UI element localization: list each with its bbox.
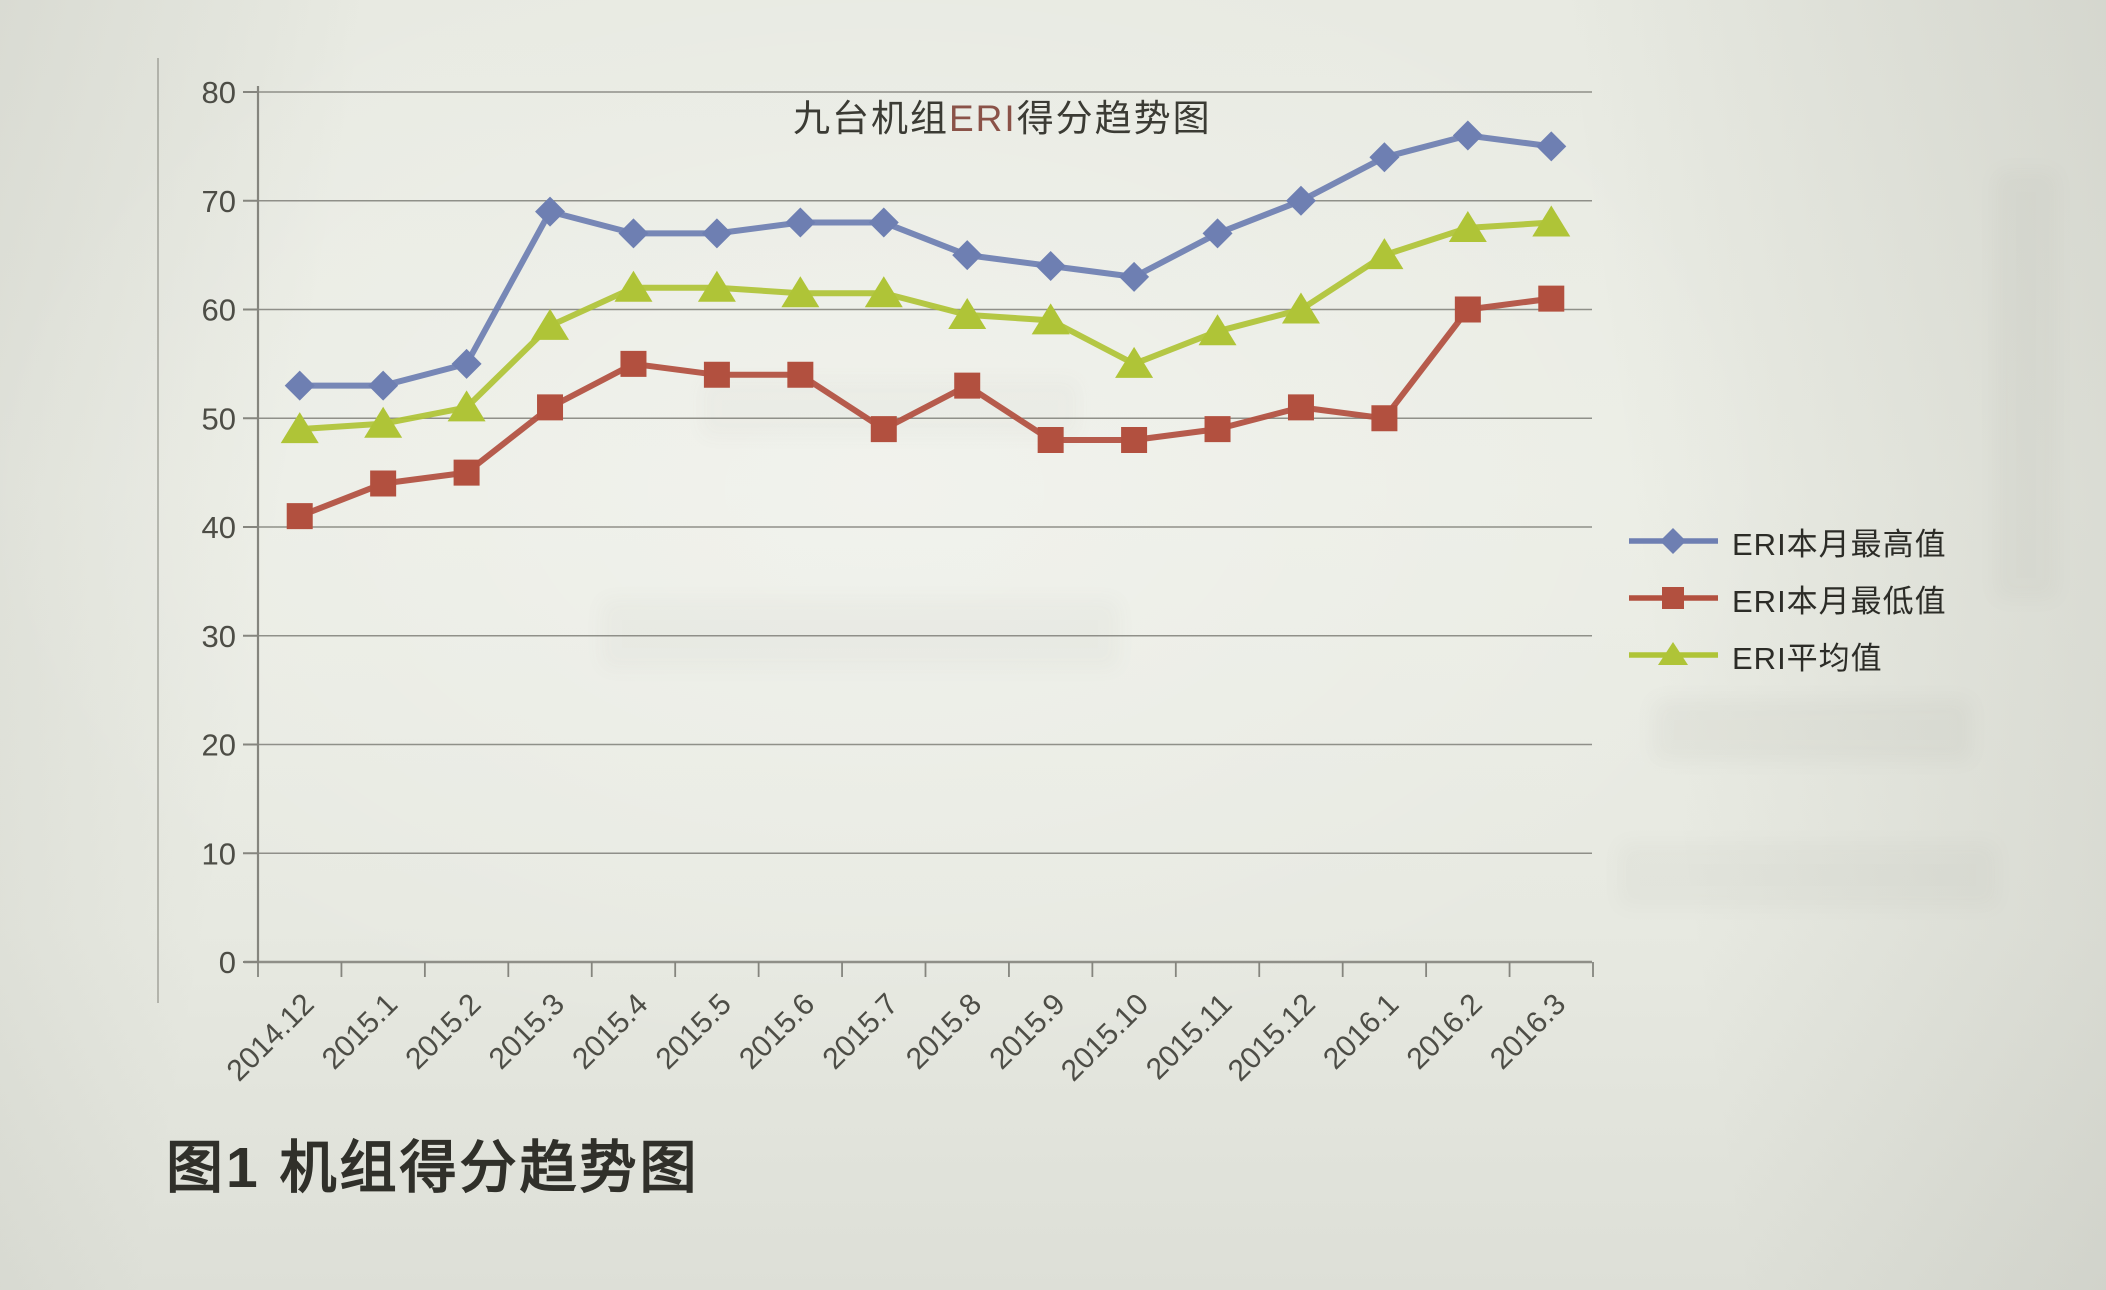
x-tick-label: 2015.6 — [733, 988, 821, 1076]
x-tick-label: 2015.2 — [399, 988, 487, 1076]
chart-legend: ERI本月最高值 ERI本月最低值 ERI平均值 — [1626, 521, 1947, 692]
chart-title-suffix: 得分趋势图 — [1016, 98, 1212, 139]
page-bleedthrough-smudge — [1652, 698, 1972, 762]
y-tick-label: 40 — [202, 510, 236, 545]
y-tick-label: 10 — [202, 836, 236, 871]
legend-label-max: ERI本月最高值 — [1732, 526, 1947, 562]
legend-label-avg: ERI平均值 — [1732, 640, 1883, 676]
legend-item-avg: ERI平均值 — [1626, 635, 1947, 676]
x-tick-label: 2015.1 — [316, 988, 404, 1076]
y-tick-label: 0 — [219, 945, 236, 980]
legend-marker-square-icon — [1629, 587, 1718, 609]
x-tick-label: 2015.3 — [483, 988, 571, 1076]
x-tick-label: 2015.12 — [1222, 988, 1322, 1088]
x-tick-label: 2016.1 — [1317, 988, 1405, 1076]
x-tick-label: 2015.8 — [900, 988, 988, 1076]
x-tick-label: 2015.4 — [566, 988, 654, 1076]
chart-title-eri: ERI — [949, 98, 1017, 139]
y-tick-label: 80 — [202, 75, 236, 110]
x-tick-label: 2016.3 — [1484, 988, 1572, 1076]
x-tick-label: 2014.12 — [221, 988, 321, 1088]
x-tick-label: 2015.5 — [650, 988, 738, 1076]
legend-marker-diamond-icon — [1629, 528, 1718, 554]
y-tick-label: 60 — [202, 293, 236, 328]
y-tick-label: 20 — [202, 728, 236, 763]
legend-marker-triangle-icon — [1629, 642, 1718, 665]
x-tick-label: 2015.10 — [1055, 988, 1155, 1088]
chart-title-prefix: 九台机组 — [793, 98, 949, 139]
y-tick-label: 70 — [202, 184, 236, 219]
page-bleedthrough-smudge — [1618, 842, 1998, 908]
y-tick-label: 30 — [202, 619, 236, 654]
chart-title: 九台机组ERI得分趋势图 — [793, 88, 1212, 142]
legend-item-max: ERI本月最高值 — [1626, 521, 1947, 562]
x-tick-label: 2015.11 — [1140, 988, 1238, 1086]
x-tick-label: 2016.2 — [1401, 988, 1489, 1076]
chart-frame-edge — [157, 58, 159, 1003]
legend-label-min: ERI本月最低值 — [1732, 583, 1947, 619]
page-bleedthrough-smudge — [1994, 170, 2058, 600]
figure-caption: 图1 机组得分趋势图 — [166, 1136, 700, 1200]
y-tick-label: 50 — [202, 401, 236, 436]
x-tick-label: 2015.7 — [817, 988, 905, 1076]
legend-item-min: ERI本月最低值 — [1626, 578, 1947, 619]
